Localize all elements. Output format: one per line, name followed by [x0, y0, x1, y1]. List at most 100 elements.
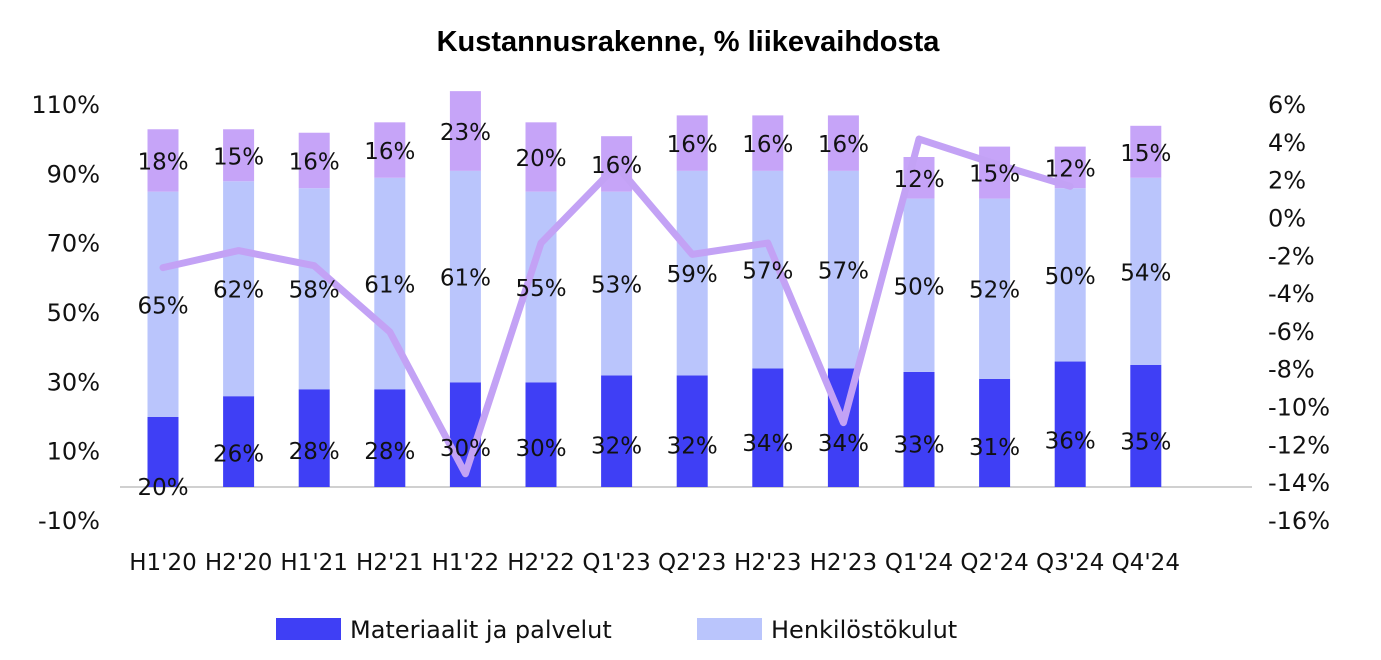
bar-segment-1 — [525, 382, 557, 487]
data-label-series-1: 20% — [137, 475, 188, 501]
data-label-series-1: 35% — [1120, 430, 1171, 456]
data-label-series-1: 32% — [667, 434, 718, 460]
stacked-bars — [147, 91, 1162, 487]
data-label-series-2: 50% — [893, 274, 944, 300]
bar-segment-2 — [1054, 188, 1086, 362]
right-axis-tick: -10% — [1268, 394, 1330, 422]
bar-segment-2 — [903, 198, 935, 372]
data-label-series-3: 16% — [289, 149, 340, 175]
data-label-series-1: 34% — [742, 431, 793, 457]
left-axis-tick: 30% — [47, 368, 100, 396]
data-label-series-1: 32% — [591, 434, 642, 460]
bar-segment-1 — [298, 389, 330, 487]
category-label: Q1'24 — [885, 550, 953, 576]
category-label: Q1'23 — [582, 550, 650, 576]
data-label-series-2: 53% — [591, 273, 642, 299]
data-label-series-2: 65% — [137, 293, 188, 319]
bar-segment-3 — [1130, 125, 1162, 178]
bar-segment-1 — [147, 417, 179, 487]
line-series-layer — [159, 135, 1074, 478]
category-axis: H1'20 H2'20 H1'21 H2'21 H1'22 H2'22 Q1'23 Q2'23… — [129, 550, 1180, 576]
data-label-series-3: 15% — [213, 144, 264, 170]
right-axis-tick: -6% — [1268, 318, 1315, 346]
right-axis-tick: -12% — [1268, 431, 1330, 459]
bar-segment-2 — [147, 191, 179, 417]
left-axis-tick: 70% — [47, 230, 100, 258]
data-label-series-3: 15% — [969, 162, 1020, 188]
data-label-series-3: 20% — [515, 146, 566, 172]
data-label-series-3: 16% — [591, 153, 642, 179]
bar-segment-1 — [979, 378, 1011, 487]
data-label-series-3: 23% — [440, 120, 491, 146]
data-label-series-1: 33% — [893, 432, 944, 458]
bar-segment-1 — [1130, 365, 1162, 487]
data-label-series-2: 59% — [667, 262, 718, 288]
data-label-series-2: 54% — [1120, 260, 1171, 286]
data-label-series-2: 57% — [818, 259, 869, 285]
data-label-series-2: 58% — [289, 278, 340, 304]
data-label-series-2: 57% — [742, 259, 793, 285]
category-label: H2'23 — [734, 550, 802, 576]
right-axis-tick: 0% — [1268, 204, 1306, 232]
category-label: Q2'23 — [658, 550, 726, 576]
data-label-series-2: 61% — [364, 273, 415, 299]
data-label-series-3: 16% — [667, 132, 718, 158]
bar-segment-1 — [676, 375, 708, 487]
right-axis-tick: -16% — [1268, 507, 1330, 535]
bar-segment-1 — [752, 368, 784, 487]
right-axis-tick: 6% — [1268, 91, 1306, 119]
data-label-series-1: 31% — [969, 435, 1020, 461]
left-axis-tick: 10% — [47, 438, 100, 466]
category-label: Q3'24 — [1036, 550, 1104, 576]
data-label-series-2: 50% — [1045, 264, 1096, 290]
bar-segment-1 — [374, 389, 406, 487]
data-label-series-3: 16% — [818, 132, 869, 158]
bar-segment-3 — [752, 115, 784, 171]
bar-segment-2 — [827, 170, 859, 369]
left-axis-tick: 50% — [47, 299, 100, 327]
bar-segment-3 — [827, 115, 859, 171]
data-label-series-1: 30% — [440, 436, 491, 462]
data-label-series-3: 18% — [137, 149, 188, 175]
category-label: H1'21 — [280, 550, 348, 576]
bar-segment-2 — [601, 191, 633, 376]
bar-segment-2 — [1130, 177, 1162, 365]
bar-segment-1 — [223, 396, 255, 487]
data-label-series-1: 28% — [364, 439, 415, 465]
legend-label: Materiaalit ja palvelut — [350, 616, 612, 644]
data-label-series-1: 34% — [818, 431, 869, 457]
bar-segment-2 — [525, 191, 557, 383]
data-label-series-3: 15% — [1120, 141, 1171, 167]
data-label-series-1: 30% — [515, 436, 566, 462]
data-label-series-3: 16% — [742, 132, 793, 158]
data-label-series-3: 16% — [364, 139, 415, 165]
right-axis-tick: 4% — [1268, 129, 1306, 157]
data-labels: 20% 65% 18% 26% 62% 15% 28% 58% 16% 28% 61% 16% 30% 6… — [137, 120, 1171, 501]
chart-title: Kustannusrakenne, % liikevaihdosta — [437, 26, 941, 58]
data-label-series-2: 55% — [515, 276, 566, 302]
data-label-series-3: 12% — [893, 167, 944, 193]
bar-segment-3 — [147, 129, 179, 192]
category-label: H2'22 — [507, 550, 575, 576]
bar-segment-2 — [676, 170, 708, 376]
category-label: H2'21 — [356, 550, 424, 576]
category-label: H1'22 — [432, 550, 500, 576]
left-axis-tick: 110% — [31, 91, 100, 119]
legend-label: Henkilöstökulut — [771, 616, 957, 644]
right-axis-tick: 2% — [1268, 167, 1306, 195]
data-label-series-1: 28% — [289, 439, 340, 465]
bar-segment-1 — [903, 371, 935, 487]
bar-segment-3 — [449, 91, 481, 171]
legend-swatch — [276, 618, 341, 640]
bar-segment-1 — [601, 375, 633, 487]
bar-segment-1 — [1054, 361, 1086, 487]
right-axis-tick: -14% — [1268, 469, 1330, 497]
data-label-series-3: 12% — [1045, 156, 1096, 182]
right-y-axis: 6% 4% 2% 0% -2% -4% -6% -8% -10% -12% -14% -16% — [1268, 91, 1330, 535]
data-label-series-2: 61% — [440, 266, 491, 292]
category-label: Q4'24 — [1112, 550, 1180, 576]
data-label-series-1: 26% — [213, 441, 264, 467]
bar-segment-3 — [223, 129, 255, 182]
category-label: Q2'24 — [960, 550, 1028, 576]
